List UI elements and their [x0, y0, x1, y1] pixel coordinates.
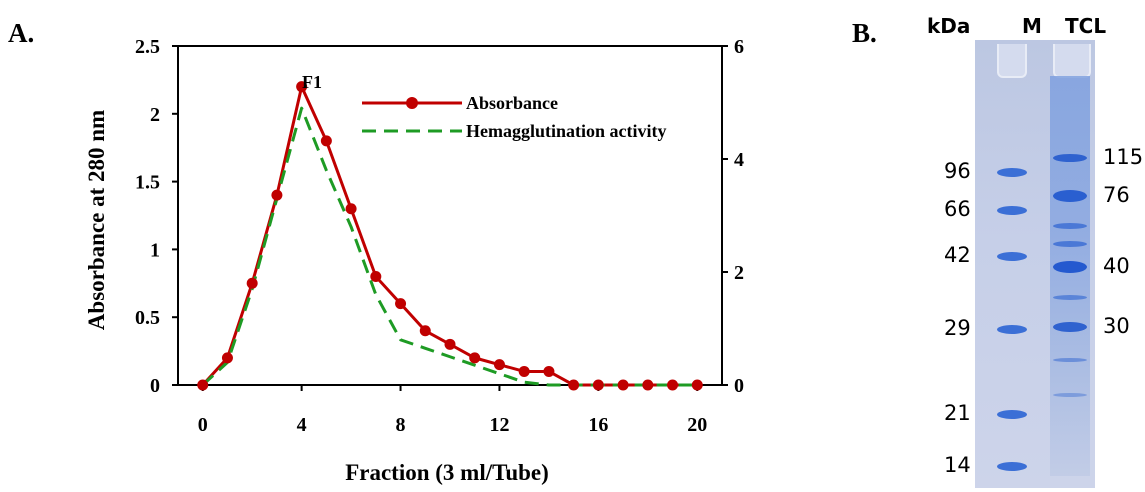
gel-header-kda: kDa: [927, 14, 971, 38]
y-axis-tick-labels: 0 0.5 1 1.5 2 2.5: [135, 36, 160, 397]
plot-area: [177, 45, 723, 386]
y2-tick-label: 0: [734, 375, 744, 397]
series-line-hemagglutination: [201, 106, 698, 387]
absorbance-point: [370, 271, 382, 283]
absorbance-point: [617, 379, 629, 391]
x-tick-label: 4: [297, 414, 307, 436]
absorbance-point: [568, 379, 580, 391]
gel-header-tcl: TCL: [1065, 14, 1107, 38]
y2-tick-label: 4: [734, 149, 744, 171]
absorbance-point: [246, 277, 258, 289]
y-tick-label: 2: [150, 104, 160, 126]
x-tick-label: 0: [198, 414, 208, 436]
gel-well-tcl: [1053, 44, 1091, 78]
tcl-band: [1053, 190, 1087, 202]
absorbance-point: [691, 379, 703, 391]
tcl-band-size-label: 40: [1103, 254, 1130, 278]
tcl-band: [1053, 241, 1087, 247]
absorbance-point: [642, 379, 654, 391]
tcl-band: [1053, 223, 1087, 229]
legend-marker-absorbance: [406, 97, 418, 109]
tcl-band: [1053, 393, 1087, 397]
x-tick-label: 12: [489, 414, 509, 436]
marker-size-label: 96: [944, 159, 971, 183]
y2-tick-label: 6: [734, 36, 744, 58]
marker-band: [997, 167, 1027, 177]
gel-header-marker: M: [1022, 14, 1042, 38]
y-tick-label: 0: [150, 375, 160, 397]
y-axis-title: Absorbance at 280 nm: [84, 110, 109, 330]
absorbance-point: [419, 325, 431, 337]
marker-size-label: 66: [944, 197, 971, 221]
y2-tick-label: 2: [734, 262, 744, 284]
absorbance-point: [395, 298, 407, 310]
absorbance-point: [469, 352, 481, 364]
plot-frame: [177, 45, 723, 386]
y-tick-label: 2.5: [135, 36, 160, 58]
gel-lane-tcl: [1050, 76, 1090, 476]
peak-annotation: F1: [302, 72, 322, 92]
tcl-band: [1053, 154, 1087, 162]
absorbance-point: [320, 135, 332, 147]
absorbance-point: [444, 338, 456, 350]
x-tick-label: 8: [396, 414, 406, 436]
legend-label-absorbance: Absorbance: [466, 93, 558, 113]
tcl-band: [1053, 322, 1087, 332]
marker-band: [997, 409, 1027, 419]
x-axis-tick-labels: 0 4 8 12 16 20: [198, 414, 708, 436]
x-tick-label: 20: [687, 414, 707, 436]
tcl-band: [1053, 358, 1087, 362]
x-axis-title: Fraction (3 ml/Tube): [345, 460, 549, 485]
chart-legend: Absorbance Hemagglutination activity: [362, 93, 667, 141]
tcl-band-size-label: 115: [1103, 145, 1144, 169]
panel-a-label: A.: [8, 18, 35, 48]
sds-page-gel-image: [975, 40, 1095, 488]
x-tick-label: 16: [588, 414, 608, 436]
marker-size-label: 14: [944, 453, 971, 477]
legend-label-hemagglutination: Hemagglutination activity: [466, 121, 667, 141]
absorbance-point: [271, 189, 283, 201]
marker-size-label: 42: [944, 243, 971, 267]
absorbance-point: [543, 365, 555, 377]
elution-profile-chart: 0 0.5 1 1.5 2 2.5 0 2 4 6 0 4 8 12 16 20 F1 Fraction …: [84, 36, 744, 485]
absorbance-point: [667, 379, 679, 391]
marker-band: [997, 324, 1027, 334]
marker-size-label: 21: [944, 401, 971, 425]
marker-size-label: 29: [944, 316, 971, 340]
absorbance-point: [518, 365, 530, 377]
y-tick-label: 0.5: [135, 307, 160, 329]
gel-well-marker: [997, 44, 1027, 78]
tcl-band-size-label: 76: [1103, 183, 1130, 207]
marker-band: [997, 251, 1027, 261]
marker-band: [997, 461, 1027, 471]
y-tick-label: 1.5: [135, 172, 160, 194]
tcl-band: [1053, 261, 1087, 273]
tcl-band-size-label: 30: [1103, 314, 1130, 338]
absorbance-point: [592, 379, 604, 391]
y-tick-label: 1: [150, 239, 160, 261]
absorbance-point: [345, 203, 357, 215]
absorbance-point: [221, 352, 233, 364]
absorbance-point: [197, 379, 209, 391]
series-layer: [197, 81, 703, 391]
absorbance-point: [493, 359, 505, 371]
marker-band: [997, 205, 1027, 215]
panel-b-label: B.: [852, 18, 877, 48]
tcl-band: [1053, 294, 1087, 300]
y2-axis-tick-labels: 0 2 4 6: [734, 36, 744, 397]
absorbance-point: [296, 81, 308, 93]
